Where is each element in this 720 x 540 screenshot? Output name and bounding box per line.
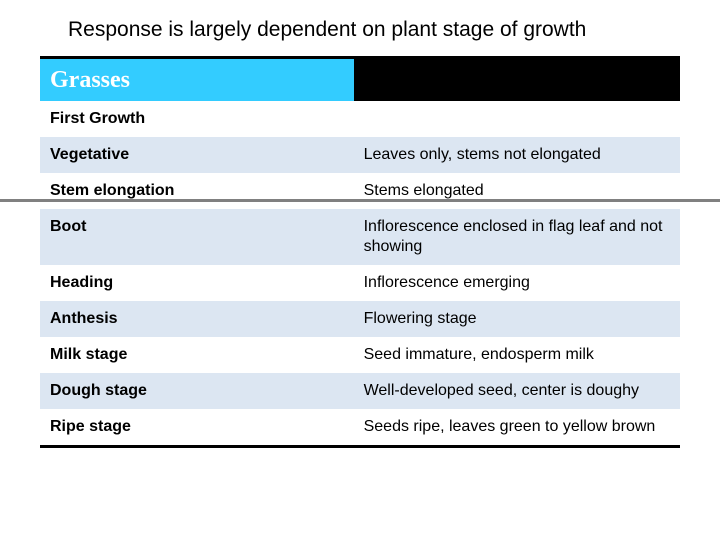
desc-cell: Inflorescence enclosed in flag leaf and … <box>354 209 680 265</box>
desc-cell: Well-developed seed, center is doughy <box>354 373 680 409</box>
table-row: Boot Inflorescence enclosed in flag leaf… <box>40 209 680 265</box>
desc-cell: Flowering stage <box>354 301 680 337</box>
stage-cell: First Growth <box>40 101 354 137</box>
stage-cell: Vegetative <box>40 137 354 173</box>
table-header-left: Grasses <box>40 59 354 101</box>
page-title: Response is largely dependent on plant s… <box>0 0 720 56</box>
table-header-row: Grasses <box>40 59 680 101</box>
table-row: Heading Inflorescence emerging <box>40 265 680 301</box>
desc-cell: Seeds ripe, leaves green to yellow brown <box>354 409 680 445</box>
table-row: First Growth <box>40 101 680 137</box>
desc-cell: Seed immature, endosperm milk <box>354 337 680 373</box>
stage-cell: Ripe stage <box>40 409 354 445</box>
desc-cell: Inflorescence emerging <box>354 265 680 301</box>
table-row: Milk stage Seed immature, endosperm milk <box>40 337 680 373</box>
table-row: Vegetative Leaves only, stems not elonga… <box>40 137 680 173</box>
stage-cell: Dough stage <box>40 373 354 409</box>
growth-stage-table: Grasses First Growth Vegetative Leaves o… <box>40 59 680 445</box>
bottom-rule <box>40 445 680 448</box>
stage-cell: Milk stage <box>40 337 354 373</box>
desc-cell: Stems elongated <box>354 173 680 209</box>
desc-cell <box>354 101 680 137</box>
table-header-right <box>354 59 680 101</box>
horizontal-divider-line <box>0 199 720 202</box>
table-row: Anthesis Flowering stage <box>40 301 680 337</box>
stage-cell: Heading <box>40 265 354 301</box>
table-row: Ripe stage Seeds ripe, leaves green to y… <box>40 409 680 445</box>
desc-cell: Leaves only, stems not elongated <box>354 137 680 173</box>
table-row: Stem elongation Stems elongated <box>40 173 680 209</box>
stage-cell: Boot <box>40 209 354 265</box>
stage-cell: Anthesis <box>40 301 354 337</box>
stage-cell: Stem elongation <box>40 173 354 209</box>
table-row: Dough stage Well-developed seed, center … <box>40 373 680 409</box>
